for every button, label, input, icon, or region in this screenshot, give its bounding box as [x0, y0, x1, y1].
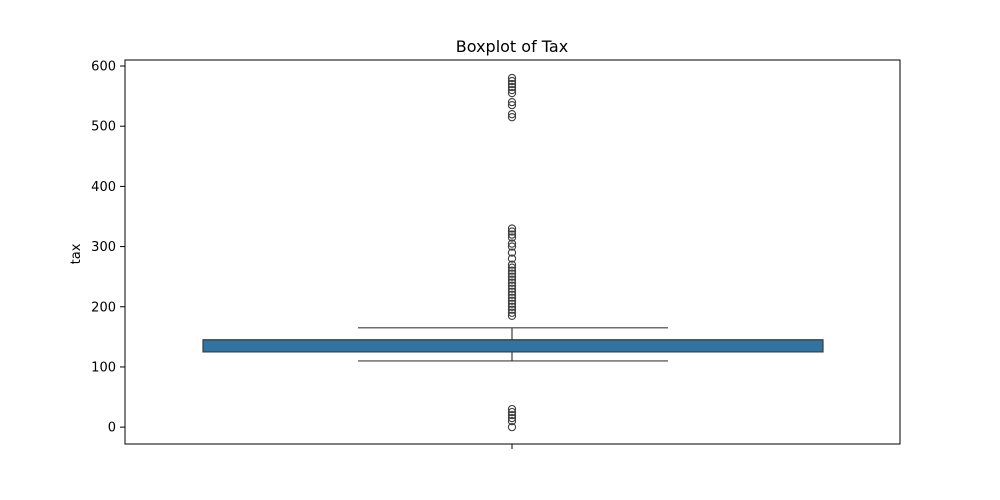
y-tick-label: 300	[91, 240, 116, 255]
y-tick-label: 100	[91, 360, 116, 375]
y-tick-label: 0	[108, 421, 116, 436]
y-tick-label: 600	[91, 60, 116, 75]
interquartile-box	[203, 340, 823, 352]
y-axis: 0 100 200 300 400 500 600	[91, 60, 125, 436]
y-tick-label: 400	[91, 180, 116, 195]
y-axis-label: tax	[69, 243, 84, 264]
y-tick-label: 200	[91, 300, 116, 315]
chart-title: Boxplot of Tax	[456, 37, 568, 56]
plot-area	[203, 74, 823, 430]
y-tick-label: 500	[91, 120, 116, 135]
